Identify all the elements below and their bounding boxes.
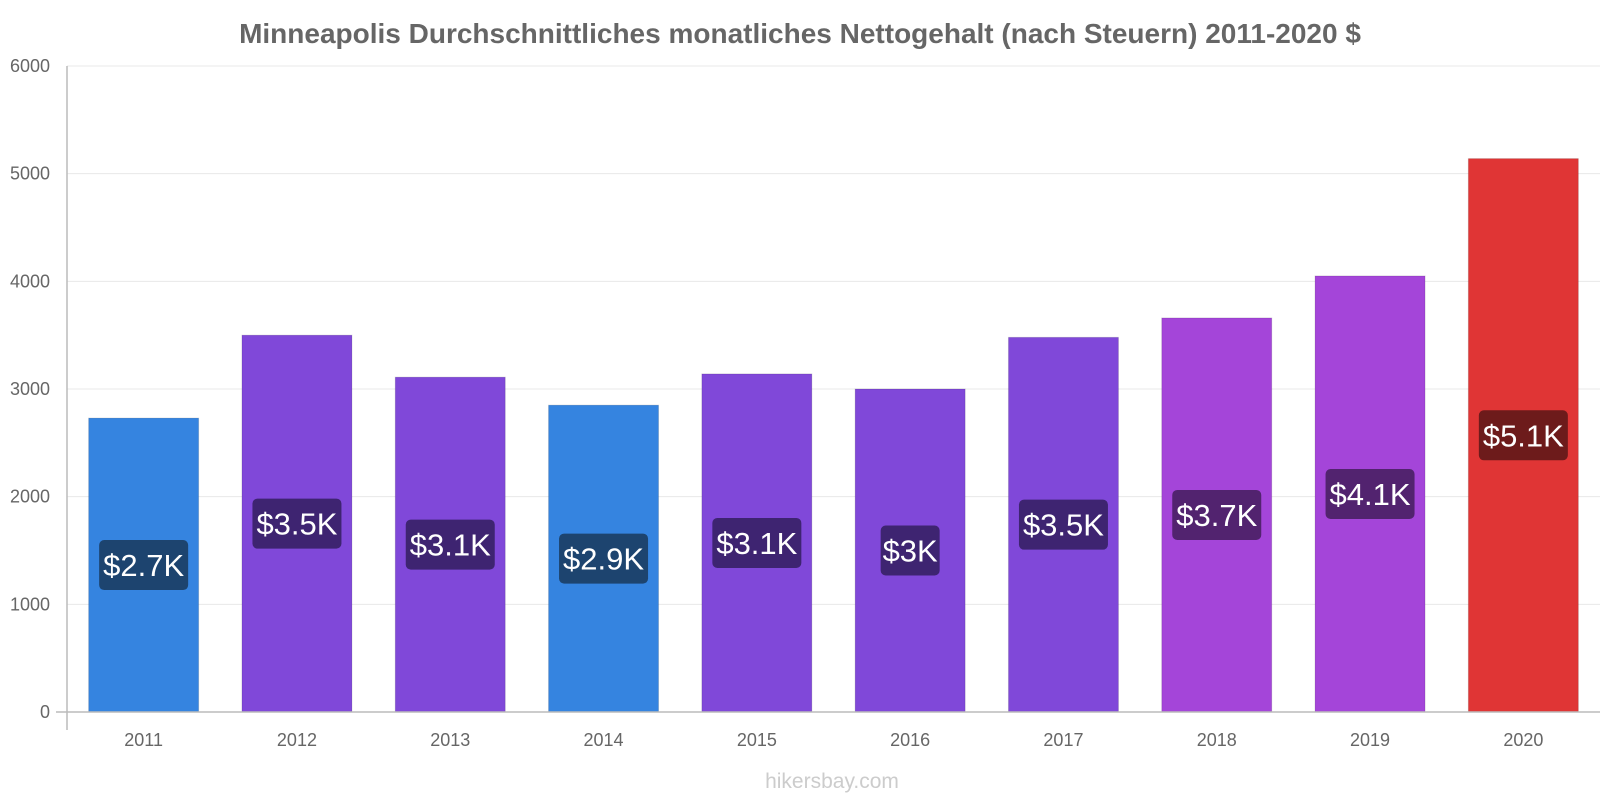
y-tick-label: 1000 — [10, 594, 50, 614]
data-label: $3K — [883, 534, 938, 569]
watermark: hikersbay.com — [765, 770, 899, 793]
data-label-box — [559, 533, 649, 584]
data-label-box — [880, 525, 940, 576]
x-tick-label: 2018 — [1197, 730, 1237, 750]
bars — [88, 158, 1579, 713]
data-label: $3.1K — [410, 528, 491, 563]
data-label-box — [712, 517, 802, 568]
y-tick-label: 5000 — [10, 164, 50, 184]
data-label-box — [405, 519, 495, 570]
axes — [56, 66, 1600, 730]
data-label: $4.1K — [1330, 477, 1411, 512]
y-tick-label: 4000 — [10, 271, 50, 291]
x-tick-label: 2016 — [890, 730, 930, 750]
chart-title: Minneapolis Durchschnittliches monatlich… — [239, 18, 1361, 49]
data-label: $3.5K — [1023, 508, 1104, 543]
data-label: $3.1K — [716, 526, 797, 561]
x-tick-label: 2019 — [1350, 730, 1390, 750]
data-label: $2.9K — [563, 542, 644, 577]
data-label-box — [1325, 468, 1415, 519]
x-tick-label: 2014 — [584, 730, 624, 750]
data-label: $2.7K — [103, 548, 184, 583]
y-tick-label: 2000 — [10, 487, 50, 507]
x-tick-label: 2013 — [430, 730, 470, 750]
data-label-box — [1478, 410, 1568, 461]
x-tick-label: 2020 — [1503, 730, 1543, 750]
data-labels: $2.7K $3.5K $3.1K $2.9K $3.1K $3K $3.5K $3.7K $4… — [99, 410, 1568, 591]
data-label: $5.1K — [1483, 418, 1564, 453]
x-tick-label: 2017 — [1043, 730, 1083, 750]
y-tick-label: 3000 — [10, 379, 50, 399]
data-label-box — [99, 540, 189, 591]
y-tick-label: 0 — [40, 702, 50, 722]
x-tick-label: 2015 — [737, 730, 777, 750]
data-label: $3.5K — [256, 507, 337, 542]
data-label-box — [1018, 499, 1108, 550]
x-tick-label: 2012 — [277, 730, 317, 750]
data-label-box — [252, 498, 342, 549]
data-label: $3.7K — [1176, 498, 1257, 533]
x-axis-tick-labels: 2011 2012 2013 2014 2015 2016 2017 2018 2019 2020 — [124, 730, 1543, 750]
x-tick-label: 2011 — [124, 730, 163, 750]
y-axis-tick-labels: 0 1000 2000 3000 4000 5000 6000 — [10, 56, 50, 722]
y-tick-label: 6000 — [10, 56, 50, 76]
data-label-box — [1172, 489, 1262, 540]
